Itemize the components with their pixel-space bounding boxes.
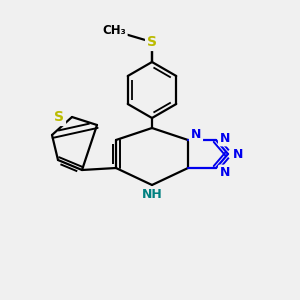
Text: CH₃: CH₃ [102, 23, 126, 37]
Text: NH: NH [142, 188, 162, 202]
Text: S: S [147, 35, 157, 49]
Text: N: N [220, 131, 230, 145]
Text: S: S [54, 110, 64, 124]
Text: N: N [233, 148, 243, 160]
Text: N: N [220, 167, 230, 179]
Text: N: N [191, 128, 201, 140]
